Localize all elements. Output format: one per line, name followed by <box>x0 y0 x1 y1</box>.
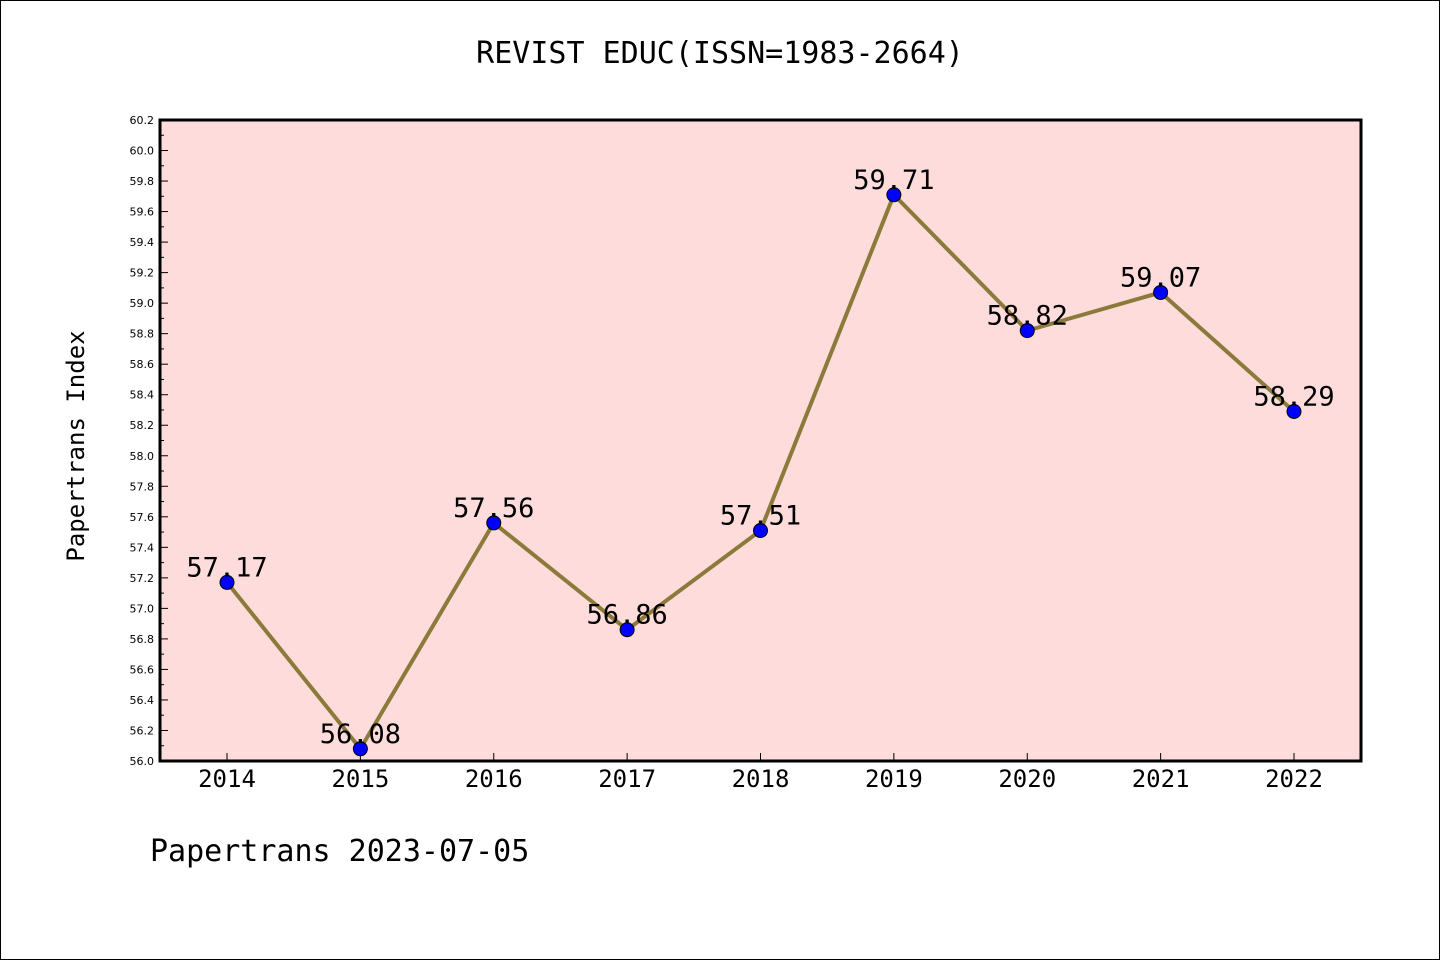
chart-title: REVIST EDUC(ISSN=1983-2664) <box>476 36 964 71</box>
data-point <box>1286 404 1302 420</box>
data-label: 56.86 <box>586 600 667 631</box>
x-tick-label: 2017 <box>598 765 656 793</box>
data-label: 58.29 <box>1253 382 1334 413</box>
data-label: 56.08 <box>320 719 401 750</box>
x-tick-label: 2015 <box>331 765 389 793</box>
y-tick-label: 57.6 <box>130 511 155 524</box>
x-tick-label: 2021 <box>1132 765 1190 793</box>
data-point <box>1153 284 1169 300</box>
data-label: 59.71 <box>853 165 934 196</box>
y-tick-label: 56.6 <box>130 663 155 676</box>
y-axis-label: Papertrans Index <box>62 330 90 562</box>
y-tick-label: 59.8 <box>130 175 155 188</box>
y-tick-label: 57.8 <box>130 480 155 493</box>
data-point <box>886 187 902 203</box>
x-tick-label: 2019 <box>865 765 923 793</box>
y-tick-label: 60.0 <box>130 145 155 158</box>
y-tick-label: 56.2 <box>130 724 155 737</box>
y-tick-label: 58.2 <box>130 419 155 432</box>
data-point <box>219 574 235 590</box>
y-tick-label: 60.2 <box>130 114 155 127</box>
y-tick-label: 58.8 <box>130 328 155 341</box>
data-point <box>619 622 635 638</box>
y-tick-label: 57.0 <box>130 602 155 615</box>
data-label: 59.07 <box>1120 262 1201 293</box>
data-point <box>753 523 768 539</box>
y-tick-label: 59.6 <box>130 206 155 219</box>
x-tick-label: 2022 <box>1265 765 1323 793</box>
x-tick-label: 2016 <box>465 765 523 793</box>
x-tick-label: 2018 <box>732 765 790 793</box>
y-tick-label: 56.8 <box>130 633 155 646</box>
plot-area <box>160 120 1361 761</box>
y-tick-label: 59.2 <box>130 267 155 280</box>
y-tick-label: 57.4 <box>130 541 155 554</box>
data-label: 58.82 <box>987 301 1068 332</box>
y-tick-label: 59.4 <box>130 236 155 249</box>
data-label: 57.56 <box>453 493 534 524</box>
y-tick-label: 57.2 <box>130 572 155 585</box>
plot-border <box>158 118 1363 763</box>
y-tick-label: 59.0 <box>130 297 155 310</box>
data-point <box>486 515 502 531</box>
x-tick-label: 2020 <box>998 765 1056 793</box>
y-tick-label: 58.0 <box>130 450 155 463</box>
data-point <box>1019 323 1035 339</box>
x-tick-label: 2014 <box>198 765 256 793</box>
y-tick-label: 58.6 <box>130 358 155 371</box>
y-tick-label: 58.4 <box>130 389 155 402</box>
y-tick-label: 56.0 <box>130 755 155 768</box>
data-point <box>352 741 368 757</box>
data-label: 57.51 <box>720 501 801 532</box>
y-tick-label: 56.4 <box>130 694 155 707</box>
data-label: 57.17 <box>186 552 267 583</box>
footer-note: Papertrans 2023-07-05 <box>150 834 530 869</box>
